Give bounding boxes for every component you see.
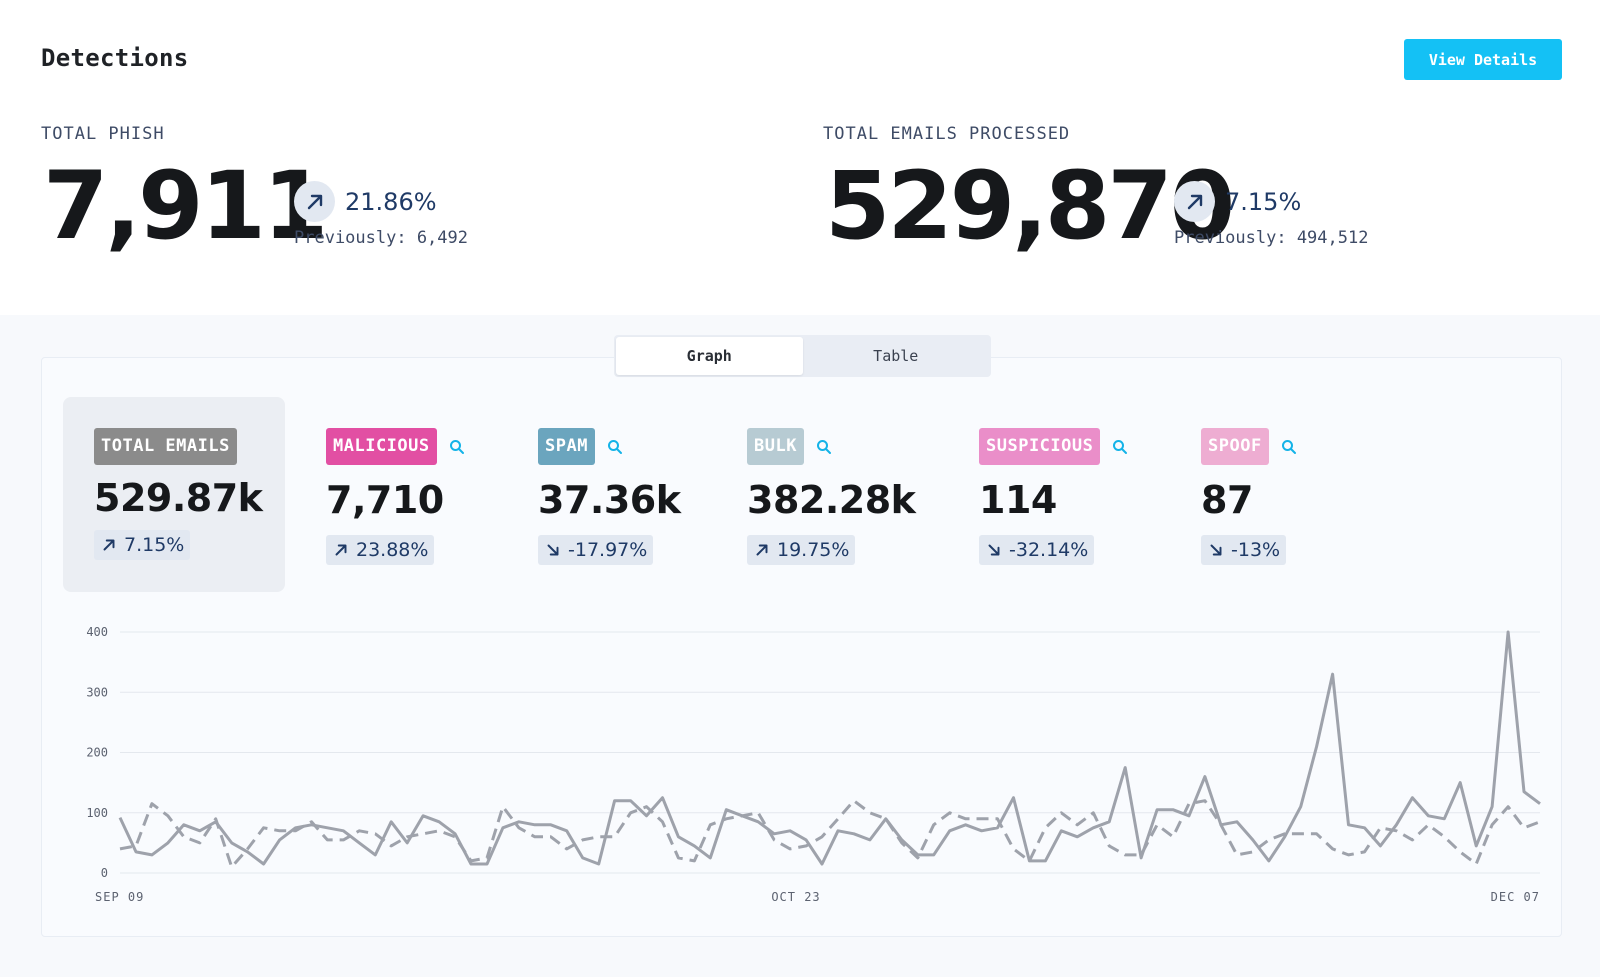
- total-phish-stat: TOTAL PHISH 7,911 21.86% Previously: 6,4…: [41, 124, 468, 254]
- arrow-up-right-icon: [335, 544, 347, 556]
- metric-badge: MALICIOUS: [326, 428, 437, 465]
- metric-change-percent: -17.97%: [568, 539, 648, 561]
- arrow-up-right-icon: [1174, 181, 1215, 222]
- metric-value: 7,710: [326, 478, 444, 522]
- metric-change: -32.14%: [979, 535, 1095, 565]
- x-tick-label: DEC 07: [1491, 890, 1540, 904]
- metric-change: -17.97%: [538, 535, 654, 565]
- page-title: Detections: [41, 44, 189, 72]
- x-tick-label: OCT 23: [771, 890, 820, 904]
- stat-value: 7,911: [43, 152, 328, 261]
- stat-value: 529,870: [825, 152, 1235, 261]
- tab-graph[interactable]: Graph: [616, 337, 803, 375]
- metric-bulk[interactable]: BULK 382.28k 19.75%: [747, 428, 916, 565]
- y-tick-label: 0: [101, 866, 108, 880]
- metric-change-percent: 23.88%: [356, 539, 429, 561]
- metric-value: 382.28k: [747, 478, 916, 522]
- search-icon[interactable]: [816, 439, 832, 455]
- stat-change: 7.15%: [1174, 181, 1301, 222]
- metric-malicious[interactable]: MALICIOUS 7,710 23.88%: [326, 428, 465, 565]
- y-tick-label: 400: [86, 625, 108, 639]
- arrow-up-right-icon: [756, 544, 768, 556]
- metric-badge: SUSPICIOUS: [979, 428, 1101, 465]
- total-emails-processed-stat: TOTAL EMAILS PROCESSED 529,870 7.15% Pre…: [823, 124, 1368, 254]
- metric-change: 7.15%: [94, 530, 191, 560]
- metric-value: 529.87k: [94, 476, 263, 520]
- metric-change-percent: 7.15%: [124, 534, 185, 556]
- metric-total-emails[interactable]: TOTAL EMAILS 529.87k 7.15%: [63, 397, 285, 592]
- stat-change-percent: 7.15%: [1225, 187, 1302, 216]
- search-icon[interactable]: [1112, 439, 1128, 455]
- y-tick-label: 200: [86, 746, 108, 760]
- stat-label: TOTAL PHISH: [41, 124, 165, 144]
- metric-badge: BULK: [747, 428, 804, 465]
- arrow-down-right-icon: [547, 544, 559, 556]
- stat-label: TOTAL EMAILS PROCESSED: [823, 124, 1071, 144]
- y-tick-label: 100: [86, 806, 108, 820]
- metric-change-percent: 19.75%: [777, 539, 850, 561]
- tab-table[interactable]: Table: [873, 347, 919, 365]
- stat-change: 21.86%: [294, 181, 437, 222]
- metric-change: 23.88%: [326, 535, 435, 565]
- metric-value: 114: [979, 478, 1057, 522]
- metric-change-percent: -32.14%: [1009, 539, 1089, 561]
- y-tick-label: 300: [86, 685, 108, 699]
- series-line-dashed: [119, 799, 1541, 869]
- metric-change: 19.75%: [747, 535, 856, 565]
- metric-badge: TOTAL EMAILS: [94, 428, 237, 465]
- metric-spoof[interactable]: SPOOF 87 -13%: [1201, 428, 1297, 565]
- detections-line-chart: 0 100 200 300 400 SEP 09 OCT 23 DEC 07: [86, 625, 1541, 904]
- metric-badge: SPOOF: [1201, 428, 1269, 465]
- metric-change-percent: -13%: [1231, 539, 1281, 561]
- summary-section: Detections View Details TOTAL PHISH 7,91…: [0, 0, 1600, 315]
- arrow-up-right-icon: [294, 181, 335, 222]
- metric-suspicious[interactable]: SUSPICIOUS 114 -32.14%: [979, 428, 1128, 565]
- search-icon[interactable]: [449, 439, 465, 455]
- series-line-solid: [118, 630, 1541, 866]
- x-tick-label: SEP 09: [95, 890, 144, 904]
- arrow-down-right-icon: [988, 544, 1000, 556]
- arrow-up-right-icon: [103, 539, 115, 551]
- stat-previous: Previously: 494,512: [1174, 228, 1369, 248]
- metric-change: -13%: [1201, 535, 1287, 565]
- stat-previous: Previously: 6,492: [294, 228, 468, 248]
- search-icon[interactable]: [1281, 439, 1297, 455]
- stat-change-percent: 21.86%: [345, 187, 437, 216]
- metric-badge: SPAM: [538, 428, 595, 465]
- metric-spam[interactable]: SPAM 37.36k -17.97%: [538, 428, 681, 565]
- view-details-button[interactable]: View Details: [1404, 39, 1562, 80]
- arrow-down-right-icon: [1210, 544, 1222, 556]
- view-toggle: Graph Table: [614, 335, 991, 377]
- metric-value: 37.36k: [538, 478, 681, 522]
- search-icon[interactable]: [607, 439, 623, 455]
- metric-value: 87: [1201, 478, 1253, 522]
